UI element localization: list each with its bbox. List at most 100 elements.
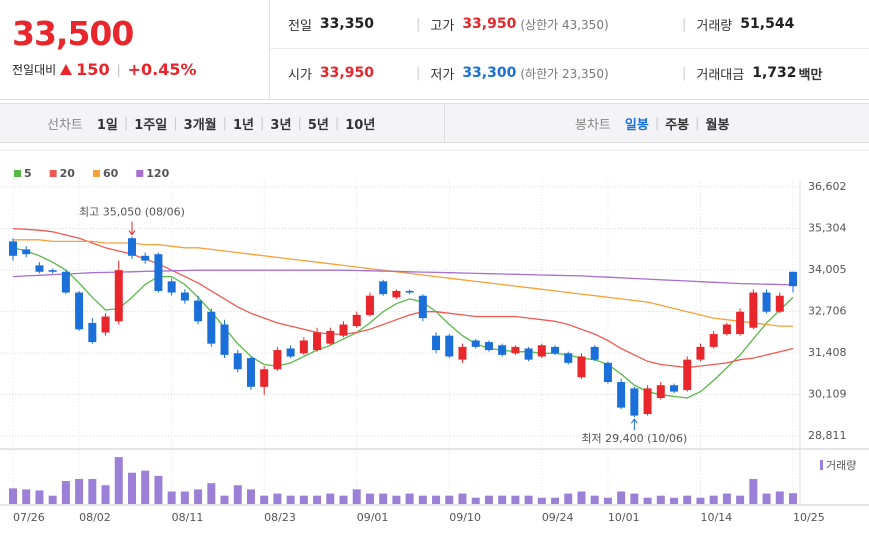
candle-body — [524, 348, 533, 360]
volume-bar — [286, 495, 295, 504]
x-tick-label: 10/01 — [608, 511, 640, 524]
high-annotation: 최고 35,050 (08/06) — [79, 206, 185, 219]
candle-body — [88, 322, 97, 343]
volume-bar — [445, 495, 454, 504]
candle-body — [498, 345, 507, 355]
candle-body — [326, 330, 335, 344]
price-change: 전일대비 150 | +0.45% — [12, 60, 197, 79]
candle-body — [577, 356, 586, 378]
volume-bar — [101, 485, 110, 504]
volume-bar — [273, 493, 282, 504]
candle-body — [670, 385, 679, 392]
candle-body — [471, 340, 480, 347]
volume-bar — [313, 495, 322, 504]
tab[interactable]: 일봉 — [624, 117, 649, 133]
volume-bar — [339, 495, 348, 504]
item-value: 33,300 — [462, 65, 517, 81]
candle-body — [511, 346, 520, 354]
low-annotation: 최저 29,400 (10/06) — [581, 432, 687, 445]
tab-divider — [444, 103, 445, 143]
volume-bar — [551, 497, 560, 504]
item-value: 1,732 — [752, 65, 797, 81]
x-tick-label: 09/01 — [357, 511, 389, 524]
candle-body — [260, 369, 269, 387]
legend-label: 5 — [24, 167, 32, 180]
volume-bar — [709, 495, 718, 504]
tab[interactable]: 1일 — [96, 117, 118, 133]
y-tick-label: 30,109 — [808, 388, 847, 401]
item-value: 51,544 — [740, 16, 795, 32]
x-tick-label: 09/24 — [542, 511, 574, 524]
volume-bar — [392, 495, 401, 504]
candle-body — [286, 348, 295, 357]
candle-body — [22, 249, 31, 255]
volume-bar — [299, 495, 308, 504]
volume-bar — [564, 493, 573, 504]
volume-bar — [365, 493, 374, 504]
candle-body — [352, 314, 361, 327]
volume-bar — [736, 495, 745, 504]
tab[interactable]: 주봉 — [665, 117, 690, 133]
volume-bar — [656, 495, 665, 504]
candle-body — [379, 281, 388, 295]
item-label: 시가 — [288, 67, 312, 83]
x-tick-label: 08/02 — [79, 511, 111, 524]
volume-bar — [180, 491, 189, 504]
tab-separator: | — [654, 115, 660, 131]
tab[interactable]: 10년 — [345, 117, 376, 133]
volume-bar — [326, 493, 335, 504]
legend-label: 120 — [146, 167, 169, 180]
y-tick-label: 32,706 — [808, 305, 847, 318]
candle-body — [127, 238, 136, 256]
candle-body — [656, 385, 665, 399]
tab[interactable]: 월봉 — [705, 117, 730, 133]
volume-bar — [260, 495, 269, 504]
tab[interactable]: 3개월 — [183, 117, 217, 133]
volume-bar — [670, 497, 679, 504]
item-label: 거래대금 — [696, 67, 745, 83]
candle-body — [590, 346, 599, 360]
y-tick-label: 34,005 — [808, 263, 847, 276]
candle-body — [313, 332, 322, 351]
tab[interactable]: 1주일 — [134, 117, 168, 133]
tab[interactable]: 5년 — [307, 117, 329, 133]
candle-body — [141, 255, 150, 261]
candle-body — [114, 270, 123, 322]
y-tick-label: 35,304 — [808, 221, 847, 234]
volume-bar — [524, 495, 533, 504]
tab[interactable]: 3년 — [270, 117, 292, 133]
quote-header: 33,500 전일대비 150 | +0.45% 전일 33,350 | 고가 33,… — [0, 0, 869, 100]
candle-body — [445, 335, 454, 357]
tab-separator: | — [334, 115, 340, 131]
quote-item: 시가 33,950 — [288, 64, 374, 83]
volume-bar — [405, 493, 414, 504]
quote-row: 시가 33,950 | 저가 33,300 (하한가 23,350) | 거래대금 1,73… — [270, 49, 869, 97]
volume-bar — [48, 495, 57, 504]
volume-bar — [762, 493, 771, 504]
volume-bar — [61, 481, 70, 504]
candle-body — [643, 388, 652, 414]
volume-bar — [432, 495, 441, 504]
volume-bar — [511, 495, 520, 504]
volume-bar — [9, 488, 17, 504]
tab[interactable]: 1년 — [233, 117, 255, 133]
legend-swatch — [49, 170, 57, 177]
volume-bar — [458, 493, 467, 504]
volume-bar — [484, 495, 493, 504]
candle-body — [194, 300, 203, 322]
candle-body — [564, 353, 573, 363]
tab-separator: | — [297, 115, 302, 131]
volume-bar — [220, 495, 229, 504]
volume-bar — [194, 489, 203, 504]
x-tick-label: 10/14 — [700, 511, 732, 524]
legend-swatch — [92, 170, 100, 177]
x-tick-label: 08/11 — [172, 511, 204, 524]
volume-bar — [775, 491, 784, 504]
item-label: 전일 — [288, 18, 312, 34]
x-tick-label: 08/23 — [264, 511, 296, 524]
volume-bar — [683, 495, 692, 504]
candle-body — [551, 346, 560, 354]
candle-body — [683, 359, 692, 391]
candle-body — [299, 340, 308, 354]
